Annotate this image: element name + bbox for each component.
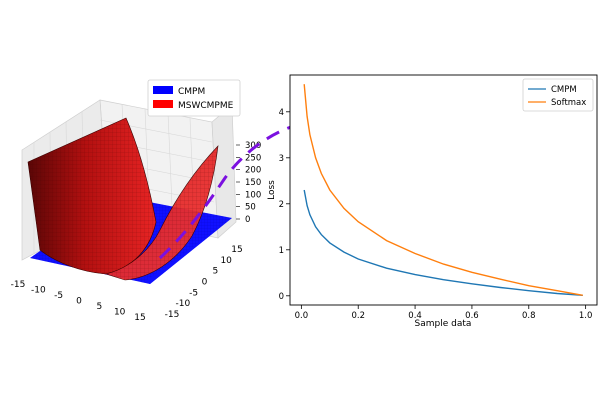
legend-label-cmpm: CMPM xyxy=(178,87,205,97)
x-tick-label: -5 xyxy=(54,291,63,301)
y-tick-label: 3 xyxy=(279,154,284,164)
x-tick-label: 0.6 xyxy=(465,311,479,321)
y-tick-label: -10 xyxy=(175,299,190,309)
cmpm-plane-front xyxy=(144,218,232,284)
y-tick-label: -5 xyxy=(189,288,198,298)
line-legend: CMPM Softmax xyxy=(522,78,594,112)
z-tick-label: 100 xyxy=(245,190,261,200)
legend-label-cmpm-line: CMPM xyxy=(551,85,577,95)
y-tick-label: -15 xyxy=(165,310,180,320)
series-line-cmpm xyxy=(303,189,583,296)
x-axis-ticks: -15 -10 -5 0 5 10 15 xyxy=(11,280,146,323)
z-tick-label: 200 xyxy=(245,166,261,176)
y-tick-label: 5 xyxy=(212,267,218,277)
line-legend-box xyxy=(522,78,594,112)
y-tick-label: 10 xyxy=(220,256,232,266)
legend-swatch-cmpm xyxy=(153,86,173,94)
y-tick-label: 15 xyxy=(231,245,242,255)
y-tick-label: 2 xyxy=(279,200,284,210)
legend-swatch-mswcmpme xyxy=(153,100,173,108)
y-tick-label: 0 xyxy=(202,278,208,288)
legend-label-mswcmpme: MSWCMPME xyxy=(178,101,234,111)
x-tick-label: 1.0 xyxy=(579,311,593,321)
z-axis-ticks: 0 50 100 150 200 250 300 xyxy=(236,141,261,225)
z-tick-label: 250 xyxy=(245,153,261,163)
legend-label-softmax: Softmax xyxy=(551,98,586,108)
x-tick-label: -10 xyxy=(31,286,46,296)
z-tick-label: 0 xyxy=(245,215,250,225)
mswcmpme-surface-back-mesh xyxy=(28,118,156,274)
plot-frame xyxy=(289,74,598,306)
x-axis-ticks: 0.0 0.2 0.4 0.6 0.8 1.0 xyxy=(295,305,593,321)
x-tick-label: 0.4 xyxy=(408,311,422,321)
x-tick-label: 10 xyxy=(114,308,126,318)
surface-legend: CMPM MSWCMPME xyxy=(147,79,241,117)
mswcmpme-surface-front-mesh xyxy=(106,146,218,280)
x-tick-label: 0 xyxy=(76,297,82,307)
z-tick-label: 150 xyxy=(245,178,261,188)
y-tick-label: 0 xyxy=(279,292,284,302)
z-tick-label: 50 xyxy=(245,203,256,213)
x-tick-label: 0.2 xyxy=(351,311,365,321)
y-axis-ticks: 0 1 2 3 4 xyxy=(279,108,290,302)
x-axis-label: Sample data xyxy=(415,319,472,329)
x-tick-label: 0.8 xyxy=(522,311,536,321)
x-tick-label: -15 xyxy=(11,280,26,290)
y-tick-label: 1 xyxy=(279,246,284,256)
series-lines xyxy=(303,84,583,296)
y-axis-label: Loss xyxy=(267,180,277,200)
y-tick-label: 4 xyxy=(279,108,284,118)
z-tick-label: 300 xyxy=(245,141,261,151)
loss-line-chart: 0 1 2 3 4 0.0 0.2 0.4 0.6 0.8 1.0 Sample data Los… xyxy=(267,74,598,329)
x-tick-label: 15 xyxy=(134,313,145,323)
x-tick-label: 0.0 xyxy=(295,311,309,321)
x-tick-label: 5 xyxy=(96,302,102,312)
series-line-softmax xyxy=(303,84,583,296)
